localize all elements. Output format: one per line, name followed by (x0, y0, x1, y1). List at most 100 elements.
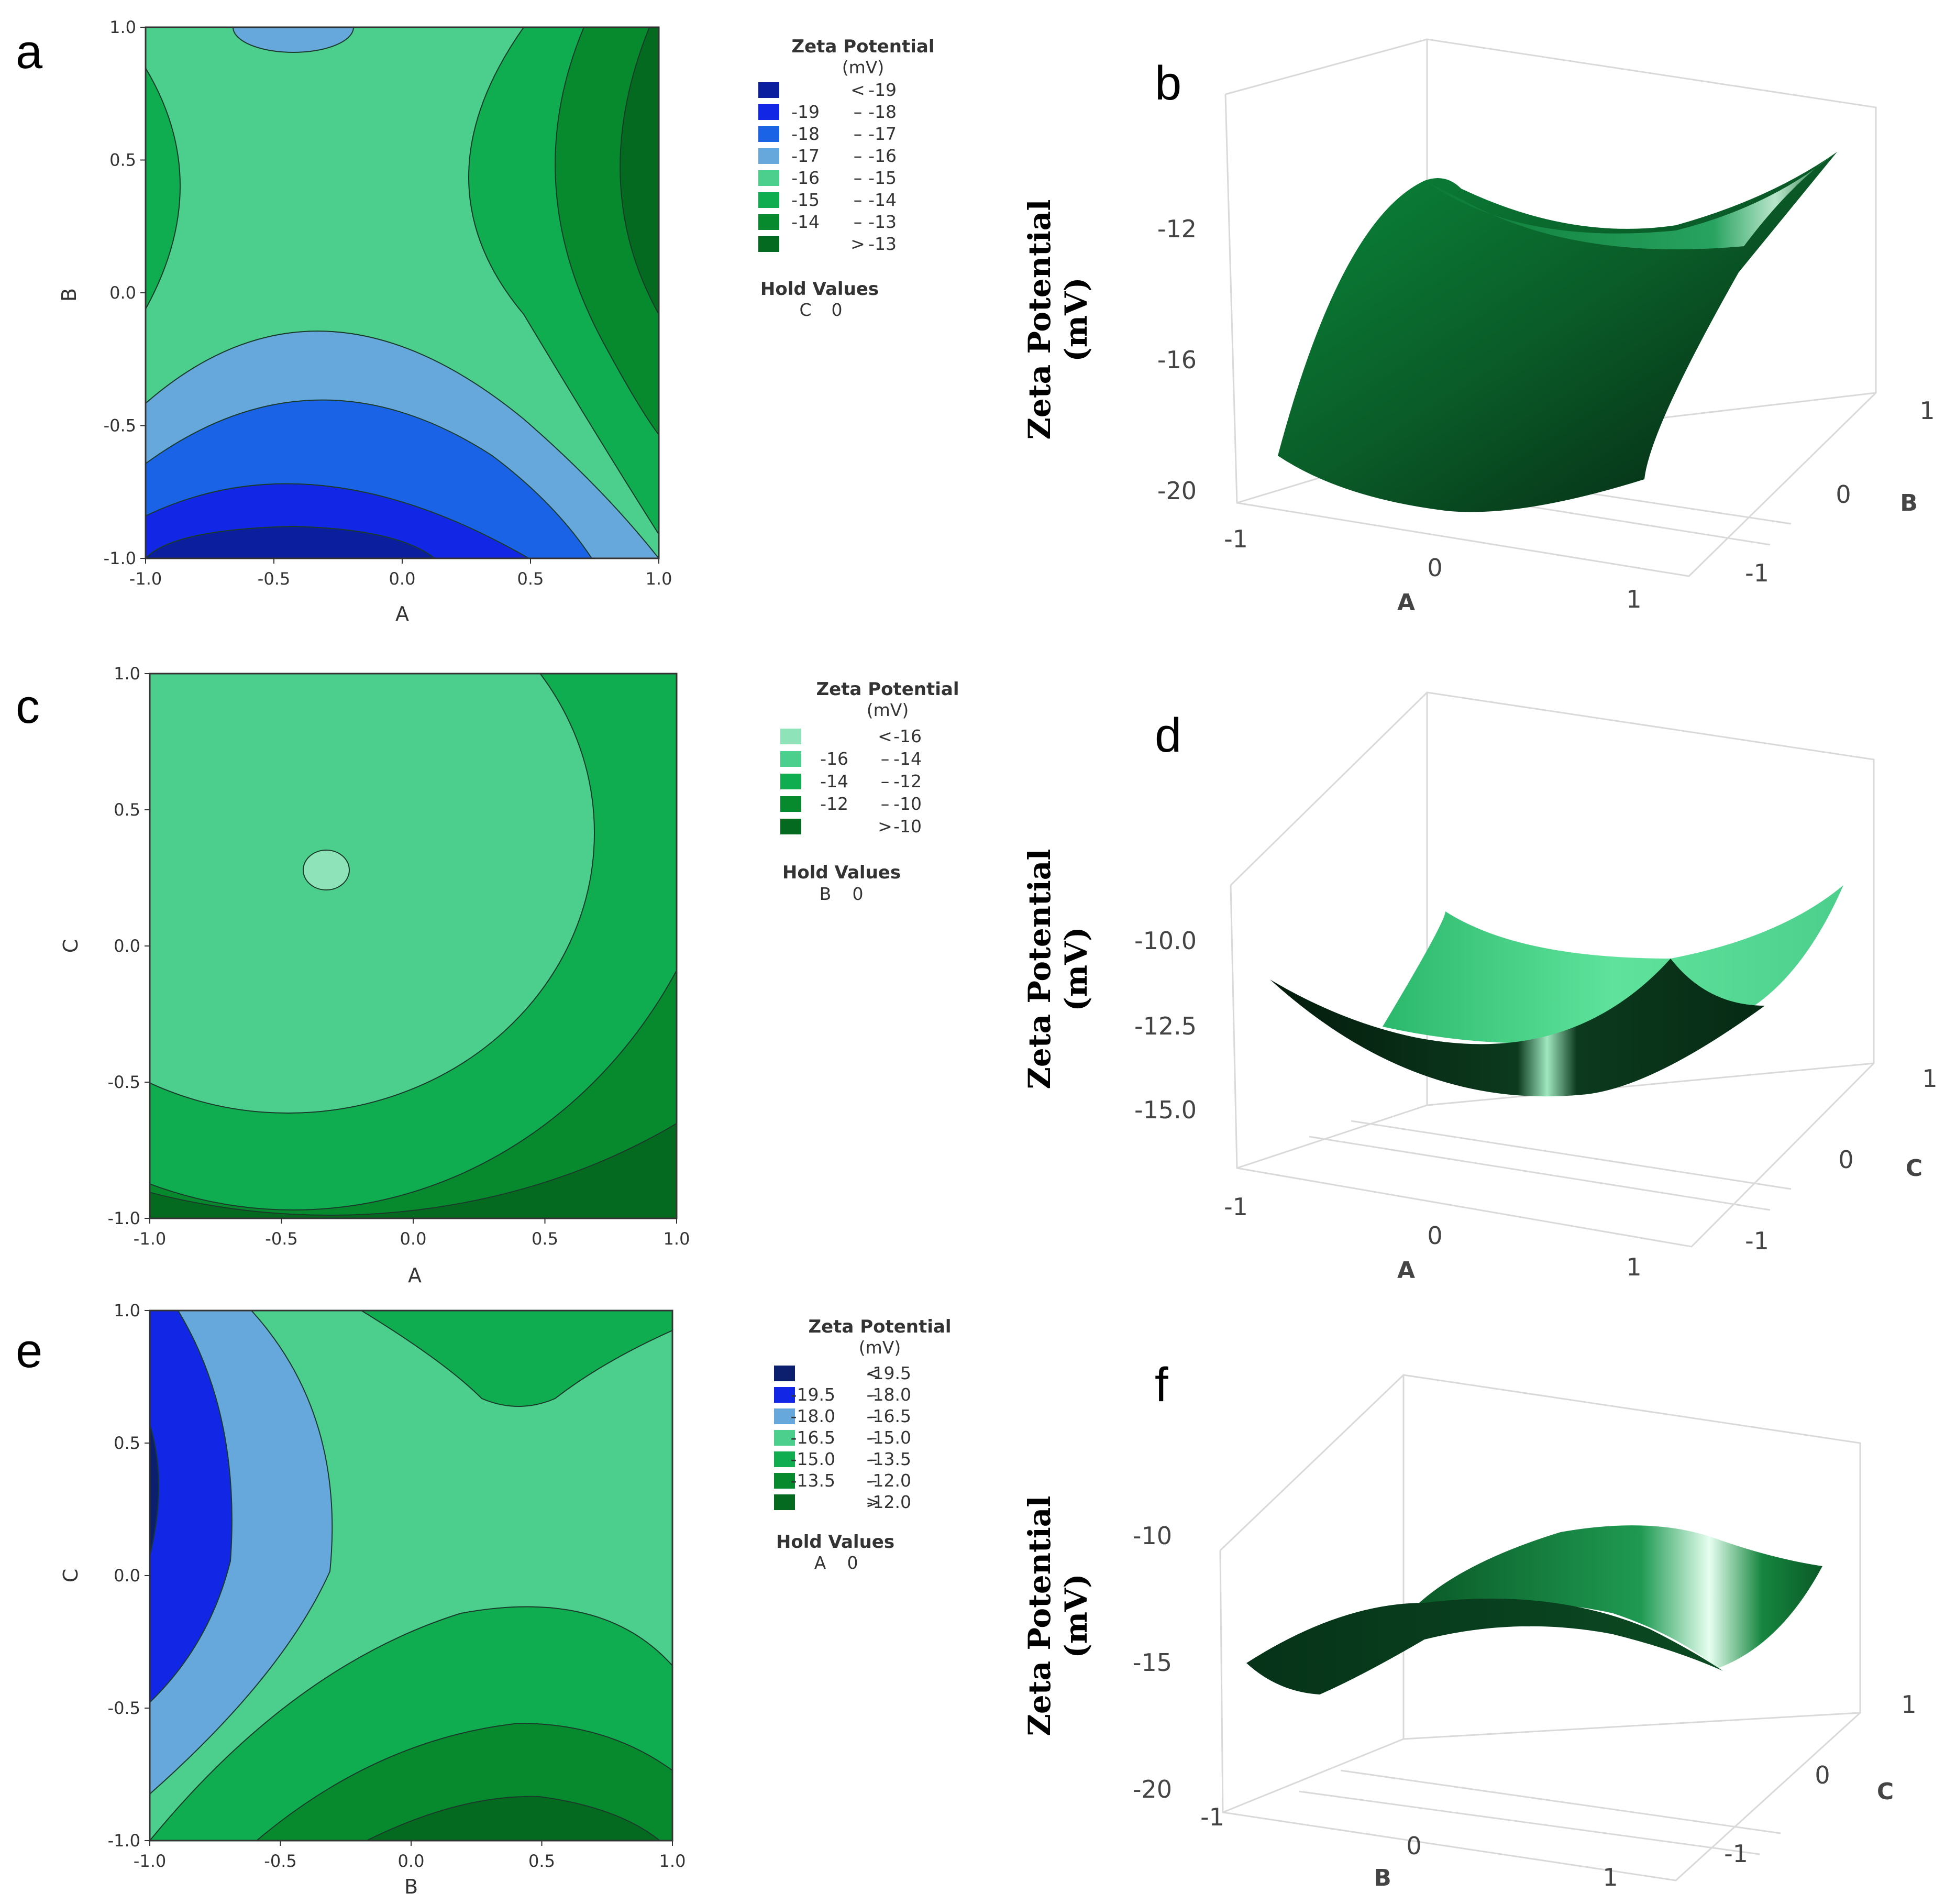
legend-lo-a-2: -18 (791, 124, 820, 144)
panel-label-c: c (16, 680, 40, 733)
y-tick-label-e-2: 0.0 (114, 1566, 140, 1586)
y-tick-label-e-3: 0.5 (114, 1433, 140, 1453)
y-tick-label-c-1: -0.5 (108, 1072, 140, 1092)
x-tick-label-e-0: -1.0 (134, 1851, 166, 1871)
y-tick-label-c-2: 0.0 (114, 936, 140, 956)
legend-swatch-e-3 (774, 1430, 795, 1446)
y-tick-f-0: -1 (1724, 1840, 1748, 1868)
legend-lo-a-3: -17 (791, 146, 820, 166)
panel-label-a: a (16, 25, 43, 79)
legend-units-c: (mV) (867, 700, 909, 720)
legend-rows-e: <-19.5-19.5 –-18.0-18.0 –-16.5-16.5 –-15.0-… (774, 1363, 911, 1512)
contour-region-a-b4 (146, 525, 436, 558)
z-axis-title-f-1: Zeta Potential (1022, 1496, 1057, 1736)
legend-lo-a-0: < (850, 80, 865, 100)
legend-dash-c-1: – (881, 749, 890, 769)
y-tick-label-e-0: -1.0 (108, 1831, 140, 1851)
hold-title-e: Hold Values (776, 1532, 894, 1553)
legend-swatch-e-4 (774, 1451, 795, 1467)
legend-dash-c-3: – (881, 794, 890, 814)
legend-dash-a-3: – (854, 146, 863, 166)
panel-label-e: e (16, 1324, 42, 1378)
legend-lo-c-3: -12 (820, 794, 848, 814)
surface-plot-b: Zeta Potential (mV) -12 -16 -20 -1 0 1 A… (1022, 38, 1935, 616)
legend-lo-e-5: -13.5 (791, 1470, 835, 1491)
x-axis-title-a: A (395, 602, 409, 625)
legend-lo-e-2: -18.0 (791, 1406, 835, 1426)
legend-hi-e-1: -18.0 (867, 1384, 911, 1405)
legend-hi-e-6: -12.0 (867, 1492, 911, 1512)
y-tick-d-0: -1 (1745, 1227, 1769, 1255)
legend-rows-c: < -16-16– -14-14– -12-12– -10> -10 (780, 726, 922, 837)
y-tick-d-2: 1 (1922, 1064, 1937, 1093)
contour-region-a-right3 (620, 27, 659, 315)
legend-units-e: (mV) (859, 1337, 901, 1358)
x-tick-label-a-3: 0.5 (517, 569, 544, 589)
x-tick-label-c-0: -1.0 (134, 1229, 166, 1249)
x-tick-label-e-4: 1.0 (659, 1851, 686, 1871)
legend-lo-e-6: > (866, 1492, 880, 1512)
z-axis-title-d-2: (mV) (1058, 927, 1094, 1011)
axes-c: -1.0 -0.5 0.0 0.5 1.0 -1.0 -0.5 0.0 0.5 1.0 (108, 664, 690, 1249)
legend-dash-c-2: – (881, 771, 890, 791)
x-axis-title-b: A (1397, 589, 1415, 616)
legend-swatch-e-5 (774, 1473, 795, 1489)
x-tick-label-a-4: 1.0 (646, 569, 672, 589)
box-f (1219, 1374, 1861, 1881)
legend-units-a: (mV) (842, 57, 884, 78)
x-tick-d-1: 0 (1427, 1221, 1442, 1250)
surface-plot-f: Zeta Potential (mV) -10 -15 -20 -1 0 1 B… (1022, 1374, 1917, 1891)
contour-plot-c: -1.0 -0.5 0.0 0.5 1.0 -1.0 -0.5 0.0 0.5 1.0 A C (59, 664, 690, 1287)
y-axis-title-d: C (1906, 1155, 1922, 1182)
y-tick-f-2: 1 (1901, 1690, 1916, 1719)
hold-val-a: 0 (832, 300, 843, 320)
legend-lo-e-0: < (866, 1363, 880, 1383)
legend-hi-a-5: -14 (868, 190, 897, 210)
x-tick-label-c-1: -0.5 (265, 1229, 297, 1249)
y-tick-label-a-3: 0.5 (109, 150, 136, 170)
z-tick-f-1: -15 (1133, 1648, 1172, 1677)
legend-hi-c-2: -12 (893, 771, 922, 791)
hold-var-e: A (814, 1553, 826, 1573)
hold-val-e: 0 (847, 1553, 858, 1573)
x-tick-label-a-0: -1.0 (129, 569, 162, 589)
y-tick-label-a-0: -1.0 (104, 548, 136, 568)
z-tick-d-2: -15.0 (1134, 1096, 1197, 1124)
legend-rows-a: < -19-19– -18-18– -17-17– -16-16– -15-15– -14-… (758, 80, 897, 254)
legend-lo-c-0: < (878, 726, 892, 746)
x-tick-b-1: 0 (1427, 554, 1442, 582)
contour-region-c-center (303, 850, 350, 890)
y-axis-title-e: C (59, 1569, 82, 1583)
legend-lo-a-4: -16 (791, 168, 820, 188)
legend-lo-a-5: -15 (791, 190, 820, 210)
legend-title-e: Zeta Potential (808, 1316, 951, 1337)
legend-dash-a-1: – (854, 102, 863, 122)
x-tick-f-2: 1 (1603, 1863, 1618, 1891)
axes-a: -1.0 -0.5 0.0 0.5 1.0 -1.0 -0.5 0.0 0.5 1.0 (104, 17, 672, 589)
legend-swatch-e-6 (774, 1494, 795, 1510)
x-tick-f-0: -1 (1200, 1803, 1224, 1831)
x-axis-title-e: B (404, 1875, 418, 1898)
legend-hi-e-0: -19.5 (867, 1363, 911, 1383)
z-tick-b-2: -20 (1157, 477, 1197, 505)
legend-hi-a-6: -13 (868, 212, 897, 232)
axes-e: -1.0 -0.5 0.0 0.5 1.0 -1.0 -0.5 0.0 0.5 1.0 (108, 1301, 686, 1871)
legend-hi-a-1: -18 (868, 102, 897, 122)
contour-region-a-top-blob (233, 27, 354, 53)
y-tick-label-a-2: 0.0 (109, 283, 136, 303)
legend-hi-e-5: -12.0 (867, 1470, 911, 1491)
legend-swatch-c-1 (780, 751, 801, 767)
x-tick-label-e-2: 0.0 (398, 1851, 425, 1871)
y-tick-label-e-1: -0.5 (108, 1698, 140, 1718)
y-axis-title-b: B (1900, 490, 1918, 516)
contour-plot-a: -1.0 -0.5 0.0 0.5 1.0 -1.0 -0.5 0.0 0.5 1.0 A B (58, 17, 672, 625)
legend-e: Zeta Potential (mV) <-19.5-19.5 –-18.0-18… (774, 1316, 952, 1573)
panel-label-b: b (1155, 57, 1181, 110)
z-tick-d-0: -10.0 (1134, 927, 1197, 955)
legend-dash-e-5: – (869, 1470, 878, 1491)
surface-d-front (1270, 959, 1765, 1097)
legend-swatch-a-1 (758, 104, 779, 120)
legend-hi-e-2: -16.5 (867, 1406, 911, 1426)
x-axis-title-c: A (408, 1264, 422, 1287)
